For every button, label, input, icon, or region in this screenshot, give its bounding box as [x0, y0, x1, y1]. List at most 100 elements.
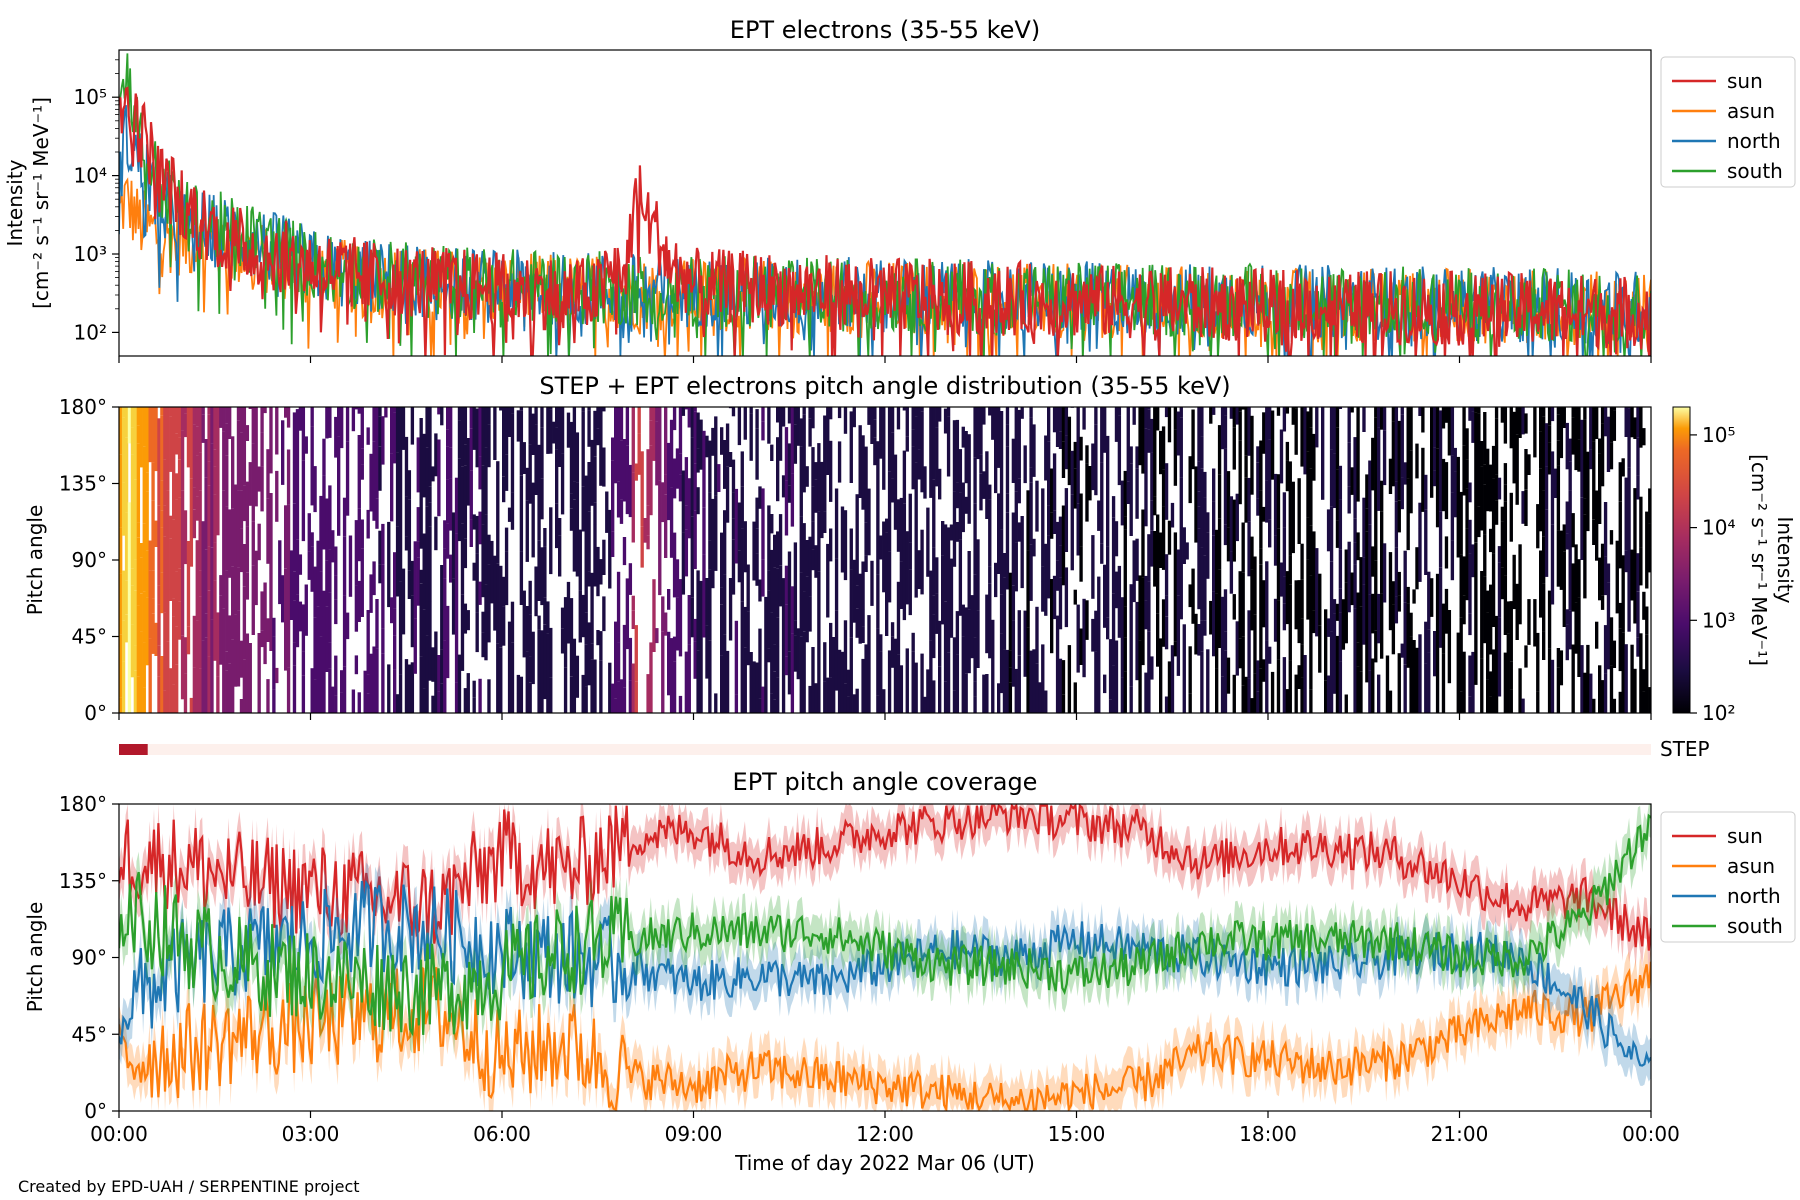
heatmap-cell	[340, 670, 344, 693]
heatmap-cell	[531, 631, 535, 685]
heatmap-cell	[1589, 449, 1593, 470]
heatmap-cell	[708, 569, 712, 641]
heatmap-cell	[233, 484, 238, 516]
heatmap-cell	[1079, 628, 1083, 665]
heatmap-cell	[770, 693, 774, 713]
heatmap-cell	[829, 622, 833, 678]
heatmap-cell	[1580, 645, 1584, 713]
heatmap-cell	[1306, 559, 1310, 620]
heatmap-cell	[395, 694, 400, 713]
heatmap-cell	[905, 648, 909, 713]
heatmap-cell	[404, 536, 409, 551]
heatmap-cell	[1633, 668, 1637, 713]
heatmap-cell	[1282, 527, 1287, 577]
heatmap-cell	[454, 533, 459, 613]
heatmap-cell	[655, 421, 659, 486]
heatmap-cell	[911, 632, 915, 652]
heatmap-cell	[1559, 530, 1564, 590]
heatmap-cell	[516, 674, 521, 694]
heatmap-cell	[251, 565, 255, 635]
heatmap-cell	[531, 482, 535, 558]
heatmap-cell	[1565, 609, 1569, 625]
heatmap-cell	[887, 407, 892, 472]
heatmap-cell	[749, 413, 753, 461]
heatmap-cell	[714, 416, 718, 496]
heatmap-cell	[628, 680, 633, 713]
heatmap-cell	[773, 699, 777, 713]
heatmap-cell	[457, 515, 462, 542]
heatmap-cell	[837, 441, 842, 483]
heatmap-cell	[231, 639, 235, 713]
heatmap-cell	[463, 444, 468, 466]
heatmap-cell	[1359, 606, 1363, 672]
heatmap-cell	[1542, 416, 1546, 491]
heatmap-cell	[681, 407, 686, 416]
heatmap-cell	[1421, 407, 1425, 433]
heatmap-cell	[1144, 428, 1148, 451]
credit-text: Created by EPD-UAH / SERPENTINE project	[18, 1177, 360, 1196]
heatmap-cell	[737, 407, 742, 446]
heatmap-cell	[275, 407, 279, 455]
heatmap-cell	[198, 668, 202, 713]
heatmap-cell	[130, 624, 135, 678]
heatmap-cell	[973, 637, 977, 682]
heatmap-cell	[1129, 584, 1133, 617]
heatmap-cell	[1606, 563, 1611, 583]
x-axis-label: Time of day 2022 Mar 06 (UT)	[734, 1151, 1035, 1175]
heatmap-cell	[731, 407, 736, 417]
heatmap-cell	[1630, 549, 1634, 601]
heatmap-cell	[1444, 588, 1449, 620]
heatmap-cell	[325, 560, 329, 607]
heatmap-cell	[1524, 645, 1528, 668]
heatmap-cell	[1014, 668, 1018, 713]
heatmap-cell	[510, 407, 515, 414]
heatmap-cell	[1164, 407, 1169, 418]
heatmap-cell	[1377, 468, 1381, 511]
heatmap-cell	[1150, 530, 1154, 567]
heatmap-cell	[1138, 575, 1142, 641]
heatmap-cell	[1550, 407, 1555, 422]
heatmap-cell	[148, 540, 152, 555]
heatmap-cell	[1598, 438, 1602, 454]
heatmap-cell	[846, 669, 851, 697]
panel4-title: EPT pitch angle coverage	[733, 768, 1038, 796]
heatmap-cell	[169, 416, 173, 472]
heatmap-cell	[210, 656, 214, 713]
heatmap-cell	[1365, 643, 1369, 683]
heatmap-cell	[251, 443, 255, 522]
heatmap-cell	[1047, 535, 1051, 599]
heatmap-cell	[345, 612, 350, 640]
heatmap-cell	[1055, 686, 1060, 713]
heatmap-cell	[1197, 529, 1201, 610]
heatmap-cell	[917, 449, 921, 480]
series-line-south	[119, 813, 1651, 1037]
heatmap-cell	[852, 694, 856, 713]
heatmap-cell	[929, 407, 933, 421]
heatmap-cell	[820, 485, 824, 539]
heatmap-cell	[1270, 671, 1275, 713]
heatmap-cell	[192, 615, 197, 668]
heatmap-cell	[749, 407, 753, 414]
heatmap-cell	[1394, 481, 1399, 502]
heatmap-cell	[1055, 560, 1060, 591]
heatmap-cell	[540, 630, 544, 671]
heatmap-cell	[210, 407, 214, 444]
heatmap-cell	[340, 431, 344, 449]
heatmap-cell	[328, 485, 332, 550]
heatmap-cell	[1188, 666, 1192, 694]
heatmap-cell	[999, 594, 1004, 634]
heatmap-cell	[1550, 659, 1555, 713]
heatmap-cell	[251, 407, 255, 444]
heatmap-cell	[1285, 441, 1290, 461]
heatmap-cell	[1600, 680, 1605, 713]
heatmap-cell	[1394, 501, 1399, 548]
heatmap-cell	[1409, 450, 1413, 514]
heatmap-cell	[616, 407, 621, 482]
heatmap-cell	[1418, 528, 1422, 582]
heatmap-cell	[693, 541, 697, 570]
heatmap-cell	[982, 407, 986, 425]
heatmap-cell	[301, 604, 306, 652]
heatmap-cell	[180, 552, 185, 566]
heatmap-cell	[189, 697, 194, 713]
heatmap-cell	[1294, 407, 1298, 409]
